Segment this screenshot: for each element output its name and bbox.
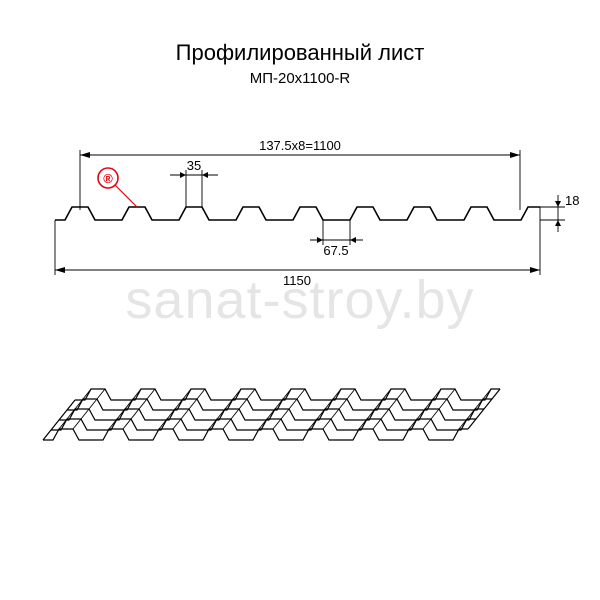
dim-crest-label: 35 <box>187 158 201 173</box>
profile-cross-section <box>55 207 540 220</box>
dim-height: 18 <box>540 193 579 232</box>
diagram-svg: 137.5x8=1100 ® 35 67.5 18 <box>0 0 600 600</box>
registered-icon: ® <box>103 171 113 186</box>
dim-valley-width: 67.5 <box>310 220 363 258</box>
dim-overall-width: 1150 <box>55 207 540 288</box>
dim-valley-label: 67.5 <box>323 243 348 258</box>
dim-height-label: 18 <box>565 193 579 208</box>
dim-top-width: 137.5x8=1100 <box>80 138 520 210</box>
isometric-view <box>43 389 500 440</box>
registered-symbol: ® <box>98 168 137 207</box>
dim-crest-width: 35 <box>170 158 218 207</box>
dim-overall-label: 1150 <box>283 273 311 288</box>
dim-top-width-label: 137.5x8=1100 <box>259 138 341 153</box>
